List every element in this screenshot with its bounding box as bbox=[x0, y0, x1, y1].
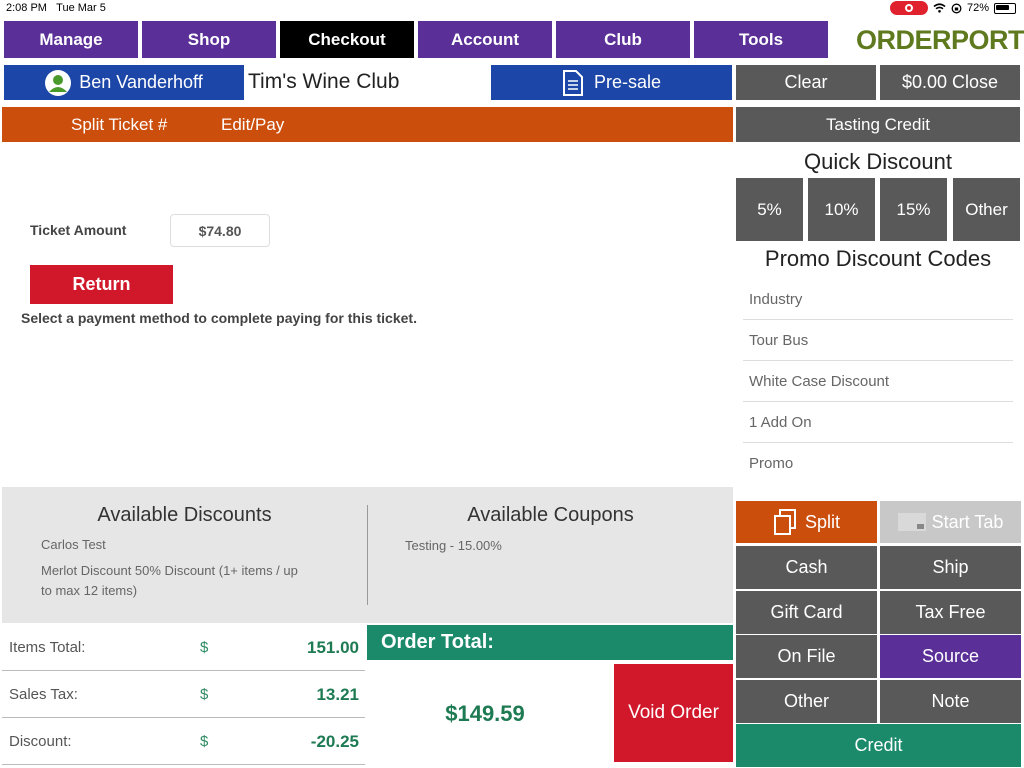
discount-item[interactable]: Carlos Test bbox=[41, 537, 106, 552]
presale-button[interactable]: Pre-sale bbox=[491, 65, 732, 100]
ship-button[interactable]: Ship bbox=[880, 546, 1021, 589]
discount-label: Discount: bbox=[9, 733, 72, 750]
available-coupons-title: Available Coupons bbox=[467, 504, 634, 526]
status-bar: 2:08 PM Tue Mar 5 72% bbox=[0, 0, 1024, 18]
club-name: Tim's Wine Club bbox=[248, 70, 400, 93]
discount-10-button[interactable]: 10% bbox=[808, 178, 875, 241]
document-icon bbox=[562, 69, 583, 96]
cash-button[interactable]: Cash bbox=[736, 546, 877, 589]
nav-label: Club bbox=[604, 29, 642, 49]
panel-divider bbox=[367, 505, 368, 605]
sales-tax-value: 13.21 bbox=[316, 685, 359, 704]
other-button[interactable]: Other bbox=[736, 680, 877, 723]
wifi-icon bbox=[933, 3, 946, 13]
promo-code-item[interactable]: White Case Discount bbox=[743, 361, 1013, 402]
ticket-amount-label: Ticket Amount bbox=[30, 222, 127, 238]
discounts-panel: Available Discounts Carlos Test Merlot D… bbox=[2, 487, 733, 623]
promo-code-item[interactable]: Promo bbox=[749, 455, 794, 472]
discount-15-button[interactable]: 15% bbox=[880, 178, 947, 241]
clear-button[interactable]: Clear bbox=[736, 65, 876, 100]
edit-pay-link[interactable]: Edit/Pay bbox=[221, 115, 285, 134]
order-total-header: Order Total: bbox=[367, 625, 733, 660]
nav-label: Checkout bbox=[308, 29, 386, 49]
customer-button[interactable]: Ben Vanderhoff bbox=[4, 65, 244, 100]
sales-tax-row: Sales Tax: $ 13.21 bbox=[2, 672, 365, 718]
discount-other-button[interactable]: Other bbox=[953, 178, 1020, 241]
nav-checkout[interactable]: Checkout bbox=[280, 21, 414, 58]
user-avatar-icon bbox=[45, 69, 72, 96]
close-button[interactable]: $0.00 Close bbox=[880, 65, 1020, 100]
split-button[interactable]: Split bbox=[736, 501, 877, 543]
nav-label: Account bbox=[451, 29, 519, 49]
orderport-logo: ORDERPORT bbox=[852, 20, 1024, 60]
order-total-value: $149.59 bbox=[445, 701, 525, 726]
note-button[interactable]: Note bbox=[880, 680, 1021, 723]
split-copy-icon bbox=[773, 509, 796, 535]
promo-code-item[interactable]: 1 Add On bbox=[743, 402, 1013, 443]
battery-percent: 72% bbox=[966, 2, 989, 14]
coupon-item[interactable]: Testing - 15.00% bbox=[405, 538, 502, 553]
available-discounts-title: Available Discounts bbox=[97, 504, 272, 526]
nav-shop[interactable]: Shop bbox=[142, 21, 276, 58]
status-time: 2:08 PM Tue Mar 5 bbox=[6, 2, 106, 14]
presale-label: Pre-sale bbox=[593, 72, 662, 92]
nav-manage[interactable]: Manage bbox=[4, 21, 138, 58]
source-button[interactable]: Source bbox=[880, 635, 1021, 678]
currency-symbol: $ bbox=[200, 686, 209, 703]
nav-label: Shop bbox=[187, 29, 231, 49]
nav-tools[interactable]: Tools bbox=[694, 21, 828, 58]
discount-5-button[interactable]: 5% bbox=[736, 178, 803, 241]
tab-icon bbox=[897, 513, 926, 531]
discount-value: -20.25 bbox=[310, 732, 359, 751]
customer-name: Ben Vanderhoff bbox=[79, 72, 203, 92]
start-tab-label: Start Tab bbox=[931, 511, 1004, 532]
tasting-credit-button[interactable]: Tasting Credit bbox=[736, 107, 1020, 142]
tax-free-button[interactable]: Tax Free bbox=[880, 591, 1021, 634]
promo-code-item[interactable]: Industry bbox=[743, 279, 1013, 320]
payment-instruction: Select a payment method to complete payi… bbox=[21, 310, 417, 326]
discount-row: Discount: $ -20.25 bbox=[2, 719, 365, 765]
ticket-bar: Split Ticket # Edit/Pay bbox=[2, 107, 733, 142]
promo-code-item[interactable]: Tour Bus bbox=[743, 320, 1013, 361]
currency-symbol: $ bbox=[200, 639, 209, 656]
items-total-label: Items Total: bbox=[9, 639, 86, 656]
gift-card-button[interactable]: Gift Card bbox=[736, 591, 877, 634]
credit-button[interactable]: Credit bbox=[736, 724, 1021, 767]
on-file-button[interactable]: On File bbox=[736, 635, 877, 678]
items-total-row: Items Total: $ 151.00 bbox=[2, 625, 365, 671]
void-order-button[interactable]: Void Order bbox=[614, 664, 733, 762]
nav-label: Tools bbox=[738, 29, 784, 49]
currency-symbol: $ bbox=[200, 733, 209, 750]
nav-label: Manage bbox=[39, 29, 103, 49]
split-ticket-link[interactable]: Split Ticket # bbox=[71, 115, 168, 134]
quick-discount-title: Quick Discount bbox=[804, 149, 952, 174]
logo-text: ORDERPORT bbox=[856, 24, 1024, 55]
return-button[interactable]: Return bbox=[30, 265, 173, 304]
sales-tax-label: Sales Tax: bbox=[9, 686, 78, 703]
start-tab-button[interactable]: Start Tab bbox=[880, 501, 1021, 543]
orientation-lock-icon bbox=[951, 3, 962, 13]
battery-icon bbox=[994, 2, 1016, 14]
ticket-amount-field[interactable]: $74.80 bbox=[170, 214, 270, 247]
nav-club[interactable]: Club bbox=[556, 21, 690, 58]
discount-item[interactable]: Merlot Discount 50% Discount (1+ items /… bbox=[41, 563, 298, 598]
split-label: Split bbox=[804, 511, 840, 532]
nav-account[interactable]: Account bbox=[418, 21, 552, 58]
promo-title: Promo Discount Codes bbox=[764, 246, 992, 271]
screen-record-icon bbox=[889, 1, 928, 15]
items-total-value: 151.00 bbox=[307, 638, 359, 657]
